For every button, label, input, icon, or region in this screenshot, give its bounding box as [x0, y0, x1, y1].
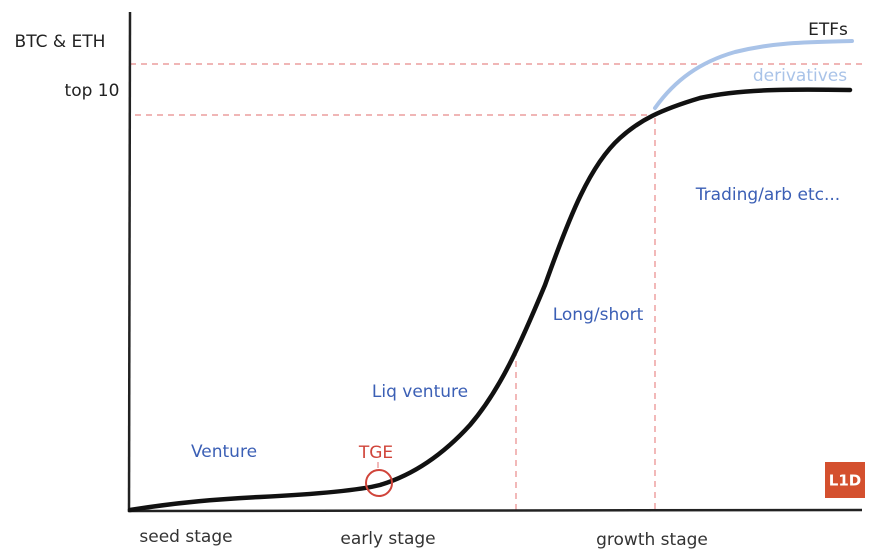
tge-marker [365, 469, 393, 497]
x-label: seed stage [139, 527, 232, 547]
marker-label: TGE [358, 443, 393, 463]
y-label: top 10 [65, 81, 120, 101]
x-label: early stage [340, 529, 435, 549]
annotation: Liq venture [372, 382, 468, 402]
logo: L1D [829, 472, 861, 490]
y-axis [127, 11, 132, 513]
y-label: BTC & ETH [15, 32, 106, 52]
adoption-curve [127, 87, 853, 513]
annotation: Trading/arb etc... [695, 185, 840, 205]
curve-label: derivatives [753, 66, 847, 86]
logo-box [825, 462, 865, 498]
etf-curve [653, 39, 854, 110]
x-axis [127, 508, 863, 513]
annotation: Venture [191, 442, 257, 462]
curve-label: ETFs [808, 20, 848, 40]
annotation: Long/short [553, 305, 644, 325]
x-label: growth stage [596, 530, 708, 550]
